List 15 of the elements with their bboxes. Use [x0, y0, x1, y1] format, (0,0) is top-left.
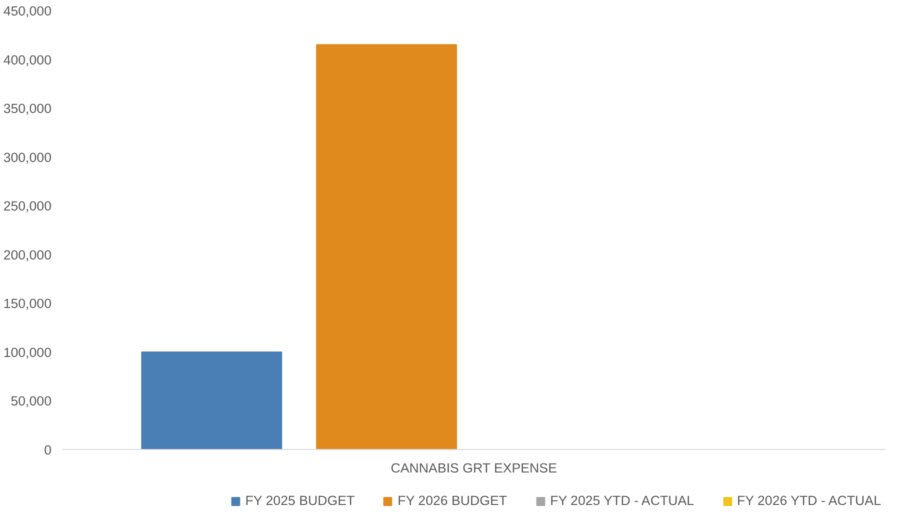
y-tick-label: 250,000	[3, 198, 52, 214]
y-tick-label: 300,000	[3, 150, 52, 165]
legend-label: FY 2025 BUDGET	[245, 493, 355, 508]
y-tick-label: 450,000	[3, 4, 52, 18]
y-tick-label: 100,000	[3, 344, 52, 360]
y-tick-label: 400,000	[3, 52, 52, 68]
y-tick-label: 200,000	[3, 247, 52, 262]
x-tick-label: CANNABIS GRT EXPENSE	[390, 460, 558, 476]
y-tick-label: 150,000	[3, 296, 52, 312]
legend-label: FY 2026 BUDGET	[398, 493, 508, 508]
y-tick-label: 0	[44, 442, 52, 458]
y-tick-label: 50,000	[10, 394, 52, 409]
legend-label: FY 2025 YTD - ACTUAL	[550, 493, 694, 508]
y-tick-label: 350,000	[3, 101, 52, 116]
legend-label: FY 2026 YTD - ACTUAL	[737, 493, 881, 508]
